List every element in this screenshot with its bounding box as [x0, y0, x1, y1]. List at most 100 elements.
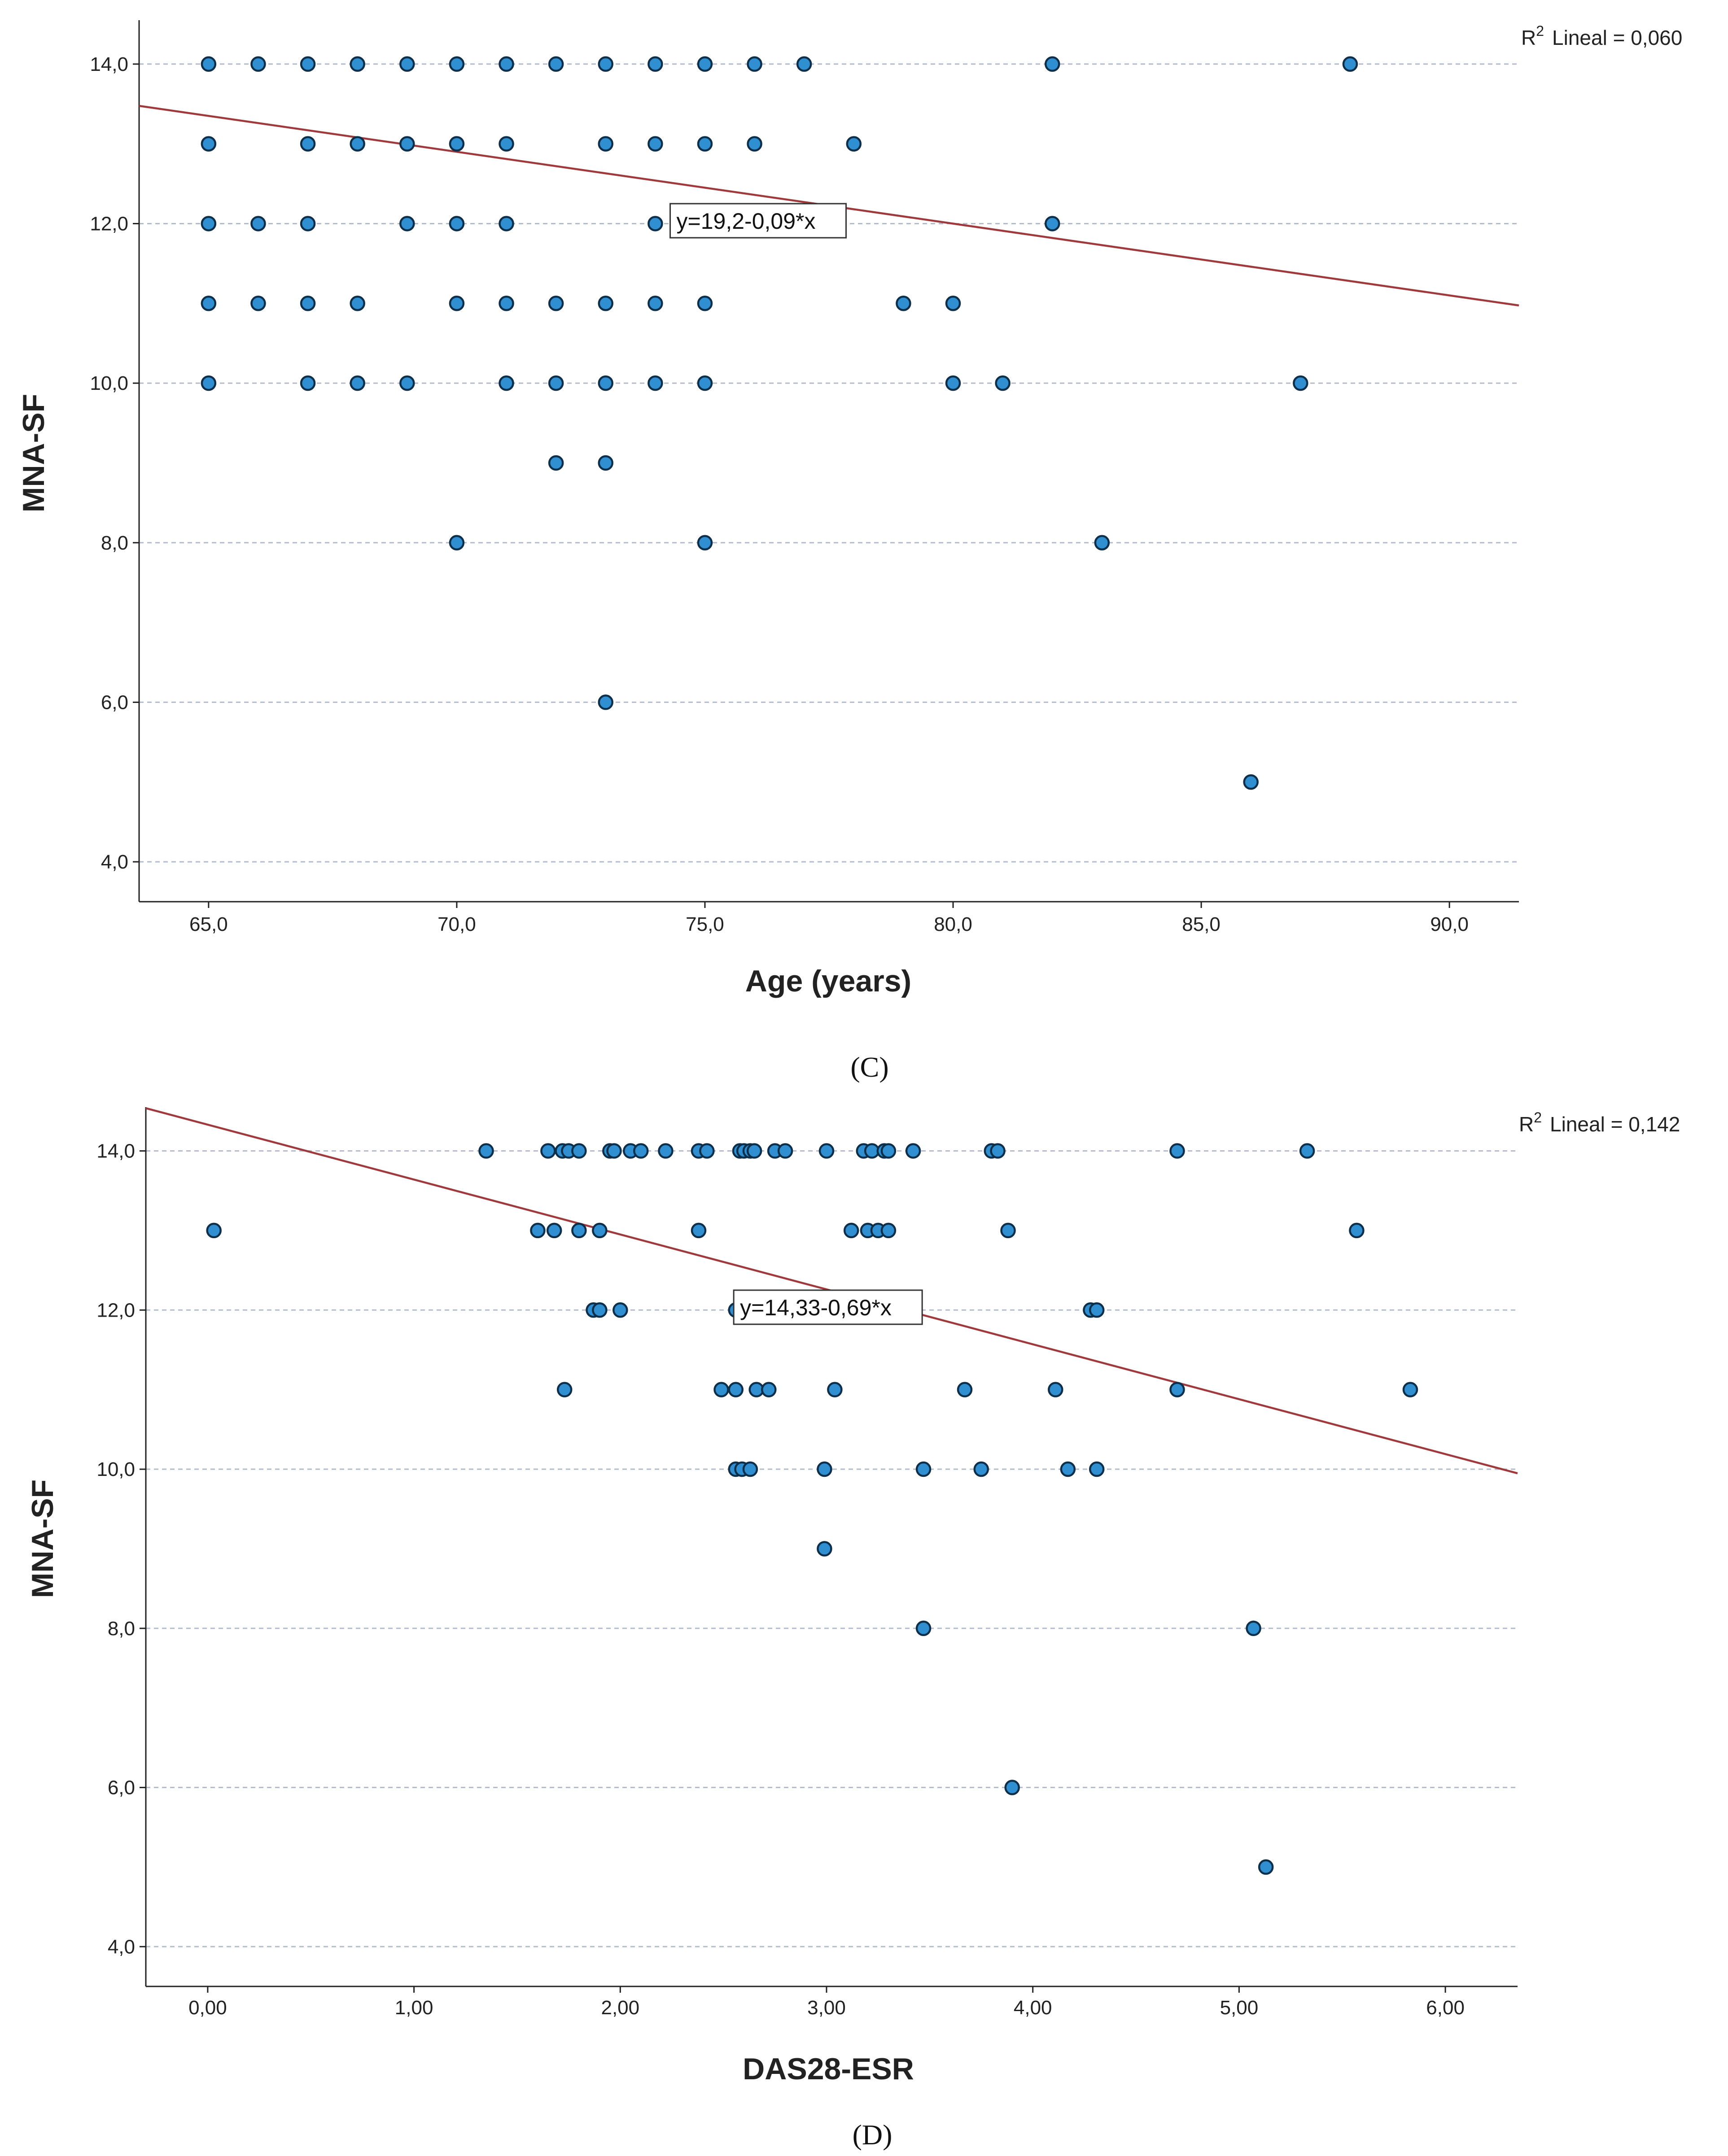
data-point-17	[350, 136, 365, 152]
data-point-0	[201, 56, 217, 72]
data-point-2	[300, 56, 316, 72]
data-point-33	[691, 1222, 707, 1239]
data-point-1	[540, 1143, 556, 1159]
y-tick-label-2: 8,0	[108, 1618, 135, 1640]
grid-lines	[139, 63, 1519, 863]
y-tick-label-1: 6,0	[101, 691, 128, 713]
y-tick-label-3: 10,0	[96, 1458, 135, 1480]
data-point-63	[598, 694, 613, 710]
x-axis-title: DAS28-ESR	[743, 2052, 914, 2086]
x-tick-label-4: 4,00	[1014, 1997, 1052, 2019]
data-point-8	[633, 1143, 649, 1159]
data-point-37	[880, 1222, 897, 1239]
x-tick-labels: 0,00 1,00 2,00 3,00 4,00 5,00 6,00	[188, 1986, 1465, 2019]
x-tick-label-0: 0,00	[188, 1997, 227, 2019]
data-point-49	[399, 375, 415, 391]
data-point-21	[598, 136, 613, 152]
data-point-39	[1349, 1222, 1365, 1239]
data-point-61	[915, 1461, 932, 1477]
y-axis-title: MNA-SF	[17, 394, 51, 512]
panel-label-c: (C)	[850, 1051, 888, 1083]
data-point-33	[1045, 216, 1060, 231]
data-point-29	[399, 216, 415, 231]
axes	[138, 20, 1519, 903]
panel-d: 4,0 6,0 8,0 10,0 12,0 14,0 0,00 1,00 2,00 3,00 4,…	[26, 1107, 1680, 2151]
x-tick-label-5: 5,00	[1220, 1997, 1259, 2019]
data-point-37	[350, 296, 365, 311]
axes	[145, 1107, 1518, 1987]
data-point-57	[1293, 375, 1308, 391]
data-point-31	[499, 216, 514, 231]
equation-box	[733, 1289, 923, 1325]
data-point-18	[818, 1143, 835, 1159]
data-point-66	[915, 1620, 932, 1637]
data-point-41	[592, 1302, 608, 1318]
data-point-46	[1089, 1302, 1105, 1318]
data-point-34	[843, 1222, 859, 1239]
y-tick-label-5: 14,0	[90, 53, 128, 75]
data-point-22	[880, 1143, 897, 1159]
data-point-63	[1060, 1461, 1076, 1477]
y-axis-title: MNA-SF	[26, 1480, 60, 1598]
data-point-15	[746, 1143, 762, 1159]
equation-text: y=19,2-0,09*x	[677, 209, 816, 234]
data-point-39	[499, 296, 514, 311]
data-point-25	[990, 1143, 1006, 1159]
x-tick-label-1: 1,00	[395, 1997, 433, 2019]
y-tick-label-4: 12,0	[90, 213, 128, 235]
y-tick-label-1: 6,0	[108, 1777, 135, 1799]
data-point-38	[449, 296, 465, 311]
data-point-13	[1045, 56, 1060, 72]
data-point-29	[530, 1222, 546, 1239]
data-point-28	[300, 216, 316, 231]
y-tick-label-0: 4,0	[108, 1936, 135, 1958]
r2-value: Lineal = 0,060	[1552, 26, 1682, 49]
y-tick-label-3: 10,0	[90, 372, 128, 394]
x-tick-label-4: 85,0	[1182, 913, 1221, 935]
data-point-8	[598, 56, 613, 72]
data-point-52	[598, 375, 613, 391]
data-point-67	[1246, 1620, 1261, 1637]
data-point-25	[846, 136, 862, 152]
data-point-56	[995, 375, 1011, 391]
data-point-53	[957, 1382, 973, 1397]
data-point-28	[206, 1222, 222, 1239]
panel-label-d: (D)	[853, 2119, 892, 2151]
y-tick-label-4: 12,0	[96, 1299, 135, 1321]
data-point-48	[350, 375, 365, 391]
data-point-26	[1169, 1143, 1185, 1159]
x-tick-labels: 65,0 70,0 75,0 80,0 85,0 90,0	[189, 902, 1469, 935]
data-point-23	[905, 1143, 921, 1159]
y-tick-label-5: 14,0	[96, 1140, 135, 1162]
data-point-3	[350, 56, 365, 72]
r2-superscript: 2	[1536, 23, 1544, 39]
y-tick-label-2: 8,0	[101, 532, 128, 554]
equation-label: y=19,2-0,09*x	[669, 203, 847, 239]
data-point-61	[697, 535, 713, 551]
data-point-58	[548, 455, 564, 471]
data-point-6	[606, 1143, 622, 1159]
data-point-36	[300, 296, 316, 311]
data-point-27	[1299, 1143, 1315, 1159]
data-point-65	[817, 1541, 832, 1557]
data-point-43	[697, 296, 713, 311]
data-point-0	[478, 1143, 494, 1159]
data-point-41	[598, 296, 613, 311]
x-tick-label-2: 75,0	[686, 913, 724, 935]
x-tick-label-3: 80,0	[934, 913, 972, 935]
data-point-48	[713, 1382, 729, 1397]
data-point-55	[945, 375, 961, 391]
equation-box	[669, 203, 847, 239]
data-point-68	[1004, 1780, 1020, 1795]
data-point-22	[647, 136, 663, 152]
data-point-62	[1094, 535, 1110, 551]
data-point-54	[1048, 1382, 1063, 1397]
data-point-51	[548, 375, 564, 391]
data-point-16	[300, 136, 316, 152]
x-tick-label-1: 70,0	[437, 913, 476, 935]
data-point-35	[250, 296, 266, 311]
equation-text: y=14,33-0,69*x	[740, 1295, 892, 1320]
data-point-5	[449, 56, 465, 72]
data-point-60	[449, 535, 465, 551]
